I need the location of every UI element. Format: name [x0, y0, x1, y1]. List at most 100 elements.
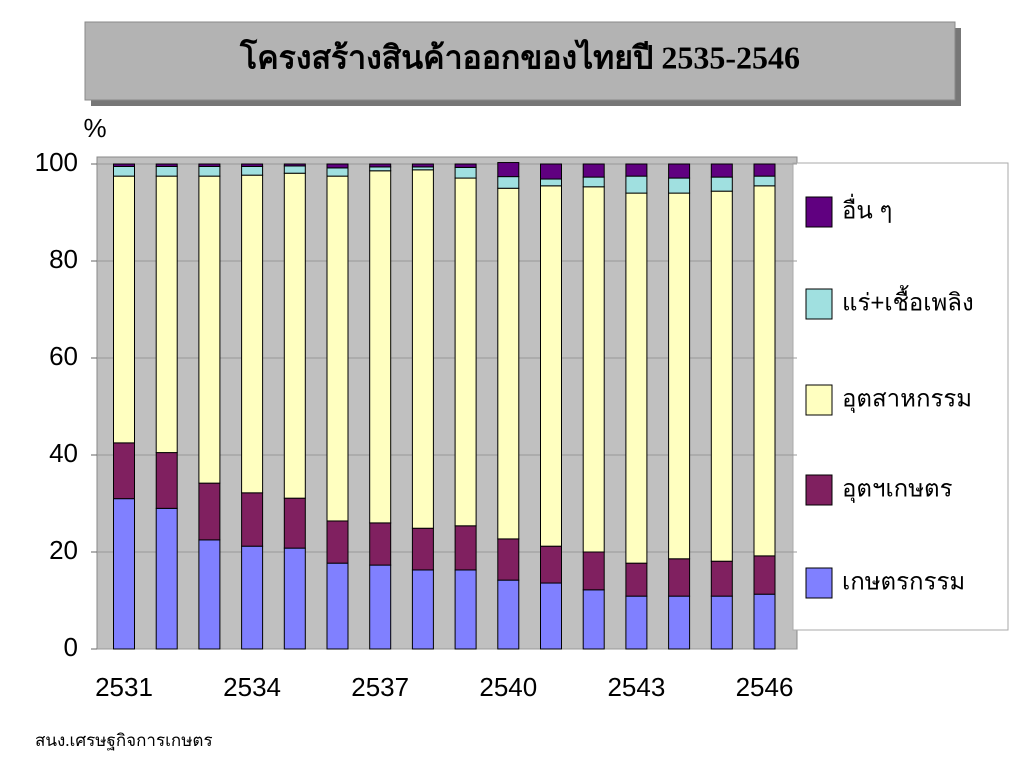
bar-segment	[454, 177, 477, 527]
bar-segment	[326, 167, 349, 177]
bar-segment	[753, 555, 776, 595]
bar-segment	[241, 165, 264, 176]
bar-segment	[283, 165, 306, 174]
bar-segment	[198, 163, 221, 167]
bar-segment	[326, 175, 349, 522]
source-note: สนง.เศรษฐกิจการเกษตร	[35, 731, 213, 751]
bar-segment	[241, 492, 264, 547]
bar-segment	[155, 452, 178, 509]
bar-segment	[540, 545, 562, 584]
bar-segment	[625, 192, 648, 564]
y-tick-label: 80	[49, 244, 78, 274]
bar-segment	[411, 569, 434, 650]
x-tick-label: 2543	[607, 672, 665, 702]
legend-swatch	[805, 567, 833, 599]
bar-segment	[710, 190, 733, 562]
legend-label: อุตฯเกษตร	[842, 475, 953, 503]
bar-segment	[625, 562, 648, 597]
bar-segment	[241, 163, 264, 167]
x-tick-label: 2546	[736, 672, 794, 702]
bar-segment	[113, 165, 135, 177]
bar-segment	[625, 595, 648, 650]
bar-segment	[198, 165, 221, 177]
legend-label: อื่น ๆ	[842, 193, 892, 224]
title-box	[84, 21, 956, 101]
x-tick-label: 2537	[351, 672, 409, 702]
bar-segment	[411, 163, 434, 168]
bar-segment	[582, 186, 605, 553]
bar-segment	[198, 539, 221, 650]
bar-segment	[540, 163, 562, 180]
y-tick-label: 100	[35, 147, 78, 177]
bar-segment	[668, 192, 691, 560]
bar-segment	[582, 163, 605, 178]
bar-segment	[710, 163, 733, 178]
bar-segment	[113, 163, 135, 167]
bar-segment	[497, 162, 520, 178]
bar-segment	[283, 163, 306, 167]
bar-segment	[326, 520, 349, 564]
chart-title: โครงสร้างสินค้าออกของไทยปี 2535-2546	[239, 38, 800, 75]
bar-segment	[369, 522, 392, 566]
bar-segment	[710, 595, 733, 650]
bar-segment	[241, 174, 264, 494]
bar-segment	[668, 177, 691, 194]
x-tick-label: 2540	[479, 672, 537, 702]
bar-segment	[753, 163, 776, 177]
bar-segment	[497, 538, 520, 581]
bar-segment	[497, 579, 520, 650]
bar-segment	[155, 507, 178, 650]
bar-segment	[540, 185, 562, 547]
bar-segment	[369, 166, 392, 172]
legend-swatch	[805, 288, 833, 320]
bar-segment	[155, 165, 178, 177]
bar-segment	[155, 175, 178, 454]
bar-segment	[283, 547, 306, 650]
bar-segment	[113, 442, 135, 500]
bar-segment	[411, 169, 434, 529]
bar-segment	[369, 564, 392, 650]
legend-swatch	[805, 474, 833, 506]
bar-segment	[497, 187, 520, 540]
y-tick-label: 0	[64, 632, 78, 662]
bar-segment	[710, 176, 733, 192]
bar-segment	[753, 593, 776, 650]
legend-label: อุตสาหกรรม	[842, 385, 972, 413]
bar-segment	[326, 163, 349, 169]
legend-label: เกษตรกรรม	[842, 568, 965, 595]
x-tick-label: 2531	[95, 672, 153, 702]
bar-segment	[753, 175, 776, 187]
y-axis-label: %	[83, 113, 106, 143]
bar-segment	[710, 560, 733, 597]
bar-segment	[540, 178, 562, 187]
bar-segment	[753, 185, 776, 557]
bar-segment	[283, 172, 306, 499]
y-tick-label: 60	[49, 341, 78, 371]
legend-label: แร่+เชื้อเพลิง	[842, 284, 974, 316]
legend-swatch	[805, 196, 833, 228]
bar-segment	[454, 166, 477, 179]
bar-segment	[283, 497, 306, 549]
bar-segment	[454, 569, 477, 650]
bar-segment	[155, 163, 178, 167]
bar-segment	[540, 582, 562, 650]
bar-segment	[411, 527, 434, 571]
legend-swatch	[805, 384, 833, 416]
x-tick-label: 2534	[223, 672, 281, 702]
bar-segment	[582, 176, 605, 188]
y-tick-label: 20	[49, 535, 78, 565]
bar-segment	[198, 482, 221, 541]
bar-segment	[668, 595, 691, 650]
bar-segment	[625, 175, 648, 194]
bar-segment	[668, 558, 691, 597]
bar-segment	[582, 551, 605, 591]
bar-segment	[582, 589, 605, 650]
bar-segment	[497, 176, 520, 189]
bar-segment	[113, 175, 135, 444]
bar-segment	[113, 498, 135, 650]
bar-segment	[241, 545, 264, 650]
bar-segment	[198, 175, 221, 484]
bar-segment	[369, 163, 392, 168]
